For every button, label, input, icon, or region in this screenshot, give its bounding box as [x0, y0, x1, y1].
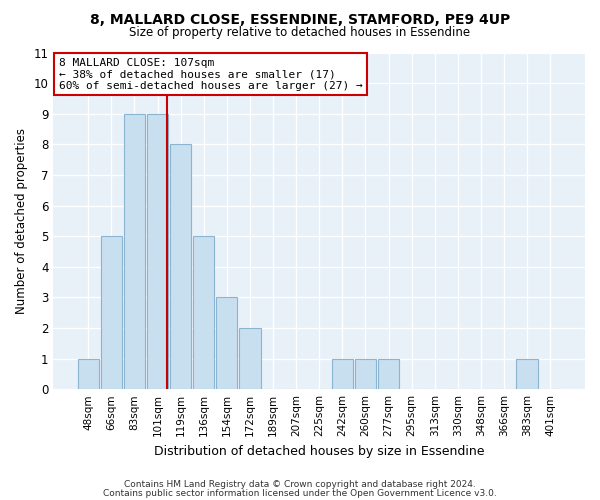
Bar — [517, 358, 538, 389]
Bar — [101, 236, 122, 389]
Text: 8, MALLARD CLOSE, ESSENDINE, STAMFORD, PE9 4UP: 8, MALLARD CLOSE, ESSENDINE, STAMFORD, P… — [90, 12, 510, 26]
Text: Contains public sector information licensed under the Open Government Licence v3: Contains public sector information licen… — [103, 488, 497, 498]
Bar — [77, 358, 99, 389]
Y-axis label: Number of detached properties: Number of detached properties — [15, 128, 28, 314]
Bar — [170, 144, 191, 389]
Bar — [239, 328, 260, 389]
Text: Contains HM Land Registry data © Crown copyright and database right 2024.: Contains HM Land Registry data © Crown c… — [124, 480, 476, 489]
X-axis label: Distribution of detached houses by size in Essendine: Distribution of detached houses by size … — [154, 444, 484, 458]
Bar — [124, 114, 145, 389]
Bar — [378, 358, 399, 389]
Bar — [355, 358, 376, 389]
Bar — [332, 358, 353, 389]
Bar — [193, 236, 214, 389]
Bar — [216, 298, 238, 389]
Text: Size of property relative to detached houses in Essendine: Size of property relative to detached ho… — [130, 26, 470, 39]
Text: 8 MALLARD CLOSE: 107sqm
← 38% of detached houses are smaller (17)
60% of semi-de: 8 MALLARD CLOSE: 107sqm ← 38% of detache… — [59, 58, 362, 91]
Bar — [147, 114, 168, 389]
